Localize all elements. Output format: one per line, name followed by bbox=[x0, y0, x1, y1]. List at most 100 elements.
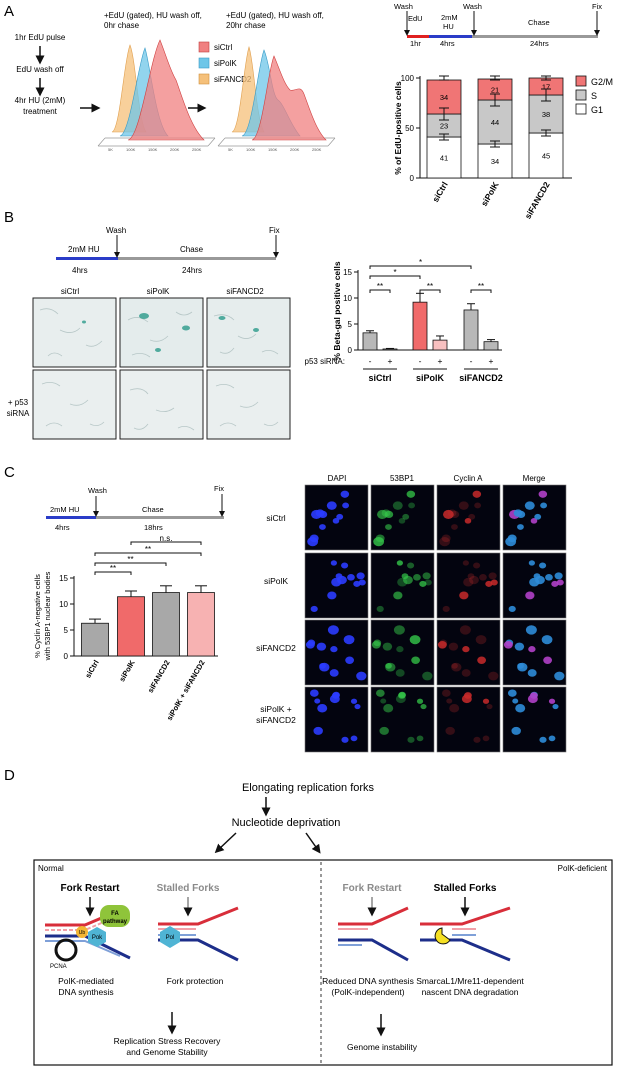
tl-c-treat: 2mM HU bbox=[50, 505, 80, 514]
if-nucleus bbox=[451, 663, 458, 669]
panel-c-letter: C bbox=[4, 464, 15, 481]
hist1-title-l2: 0hr chase bbox=[104, 21, 140, 30]
if-nucleus bbox=[406, 490, 416, 498]
chart-b-sig-label: ** bbox=[427, 282, 433, 291]
chart-b-sig-bracket bbox=[369, 275, 421, 279]
svg-text:Pol: Pol bbox=[166, 935, 175, 941]
if-nucleus bbox=[382, 642, 393, 651]
b-row-p53: + p53 bbox=[8, 398, 29, 407]
if-nucleus bbox=[376, 605, 384, 613]
chart-c-bar bbox=[81, 622, 109, 657]
if-nucleus bbox=[383, 704, 394, 713]
if-nucleus bbox=[511, 726, 521, 735]
if-nucleus bbox=[343, 635, 355, 645]
if-nucleus bbox=[451, 662, 462, 672]
chart-b-sig-label: * bbox=[419, 258, 422, 267]
chart-c-bar bbox=[187, 592, 215, 657]
if-nucleus bbox=[336, 513, 344, 520]
if-row-sifancd2: siFANCD2 bbox=[256, 643, 296, 653]
if-nucleus bbox=[512, 698, 519, 704]
panel-d-header: Elongating replication forks Nucleotide … bbox=[232, 782, 375, 829]
chart-b-p53-sign: + bbox=[438, 356, 443, 366]
chart-c-sig-bracket bbox=[130, 541, 202, 545]
chart-c-bar bbox=[117, 596, 145, 657]
d-fa-1: FA bbox=[111, 911, 119, 917]
chart-b-p53-sign: - bbox=[369, 356, 372, 366]
panel-b-chart: 0 5 10 15% Beta-gal positive cells - + - + - + p53… bbox=[305, 258, 503, 383]
d-c1-l2: DNA synthesis bbox=[58, 987, 113, 997]
if-nucleus bbox=[408, 502, 416, 509]
if-nucleus bbox=[442, 605, 450, 613]
if-nucleus bbox=[350, 735, 358, 742]
chart-a-bar-G1 bbox=[426, 136, 462, 179]
if-nucleus bbox=[398, 518, 406, 524]
if-nucleus bbox=[393, 625, 405, 635]
b-row-sirna: siRNA bbox=[7, 409, 30, 418]
if-nucleus bbox=[527, 669, 537, 677]
if-nucleus bbox=[486, 703, 493, 710]
panel-b-col-labels: siCtrl siPolK siFANCD2 bbox=[61, 287, 264, 296]
chart-b-p53-sign: + bbox=[489, 356, 494, 366]
if-nucleus bbox=[327, 625, 339, 635]
if-nucleus bbox=[461, 669, 471, 677]
d-top: Elongating replication forks bbox=[242, 782, 375, 794]
if-nucleus bbox=[540, 502, 548, 509]
chart-b-sig-label: * bbox=[393, 268, 396, 277]
chart-a-legend-label: G2/M bbox=[591, 77, 613, 87]
chart-a-bar-label: 21 bbox=[491, 86, 499, 95]
d-col3-title: Fork Restart bbox=[343, 883, 403, 894]
hist-titles: +EdU (gated), HU wash off, 0hr chase +Ed… bbox=[104, 11, 324, 30]
if-nucleus bbox=[449, 704, 460, 713]
chart-b-bar bbox=[412, 301, 428, 351]
if-nucleus bbox=[448, 642, 459, 651]
chart-c-xtick-label: siCtrl bbox=[83, 659, 100, 680]
d-fa-2: pathway bbox=[103, 919, 128, 925]
if-nucleus bbox=[528, 646, 536, 653]
if-nucleus bbox=[420, 703, 427, 710]
svg-text:5K: 5K bbox=[228, 147, 233, 152]
tl-a-fix: Fix bbox=[592, 2, 602, 11]
chart-a-xtick-label: siFANCD2 bbox=[523, 180, 552, 221]
if-nucleus bbox=[317, 704, 328, 713]
if-nucleus bbox=[422, 572, 431, 580]
if-nucleus bbox=[358, 579, 366, 586]
if-nucleus bbox=[411, 656, 420, 664]
if-nucleus bbox=[462, 646, 470, 653]
chart-a-legend-swatch bbox=[575, 89, 587, 101]
legend-sipolk: siPolK bbox=[214, 59, 237, 68]
if-nucleus bbox=[397, 692, 406, 699]
tl-a-4hrs: 4hrs bbox=[440, 39, 455, 48]
if-row-sifancd2-b: siFANCD2 bbox=[256, 715, 296, 725]
tl-a-edu: EdU bbox=[408, 14, 423, 23]
step-3: 4hr HU (2mM) bbox=[15, 96, 66, 105]
if-nucleus bbox=[354, 703, 361, 710]
chart-a-ylabel: % of EdU-positive cells bbox=[393, 81, 403, 175]
panel-b-timeline: Wash Fix 2mM HU Chase 4hrs 24hrs bbox=[68, 226, 280, 275]
chart-a-ytick-label: 0 bbox=[410, 174, 415, 183]
panel-b-row-label: + p53 siRNA bbox=[7, 398, 30, 418]
tl-b-4hrs: 4hrs bbox=[72, 266, 88, 275]
svg-text:100K: 100K bbox=[126, 147, 136, 152]
d-right-outcome: Genome instability bbox=[347, 1042, 418, 1052]
d-ub: Ub bbox=[79, 930, 86, 936]
tl-a-2mm: 2mM bbox=[441, 13, 458, 22]
tl-a-1hr: 1hr bbox=[410, 39, 421, 48]
if-nucleus bbox=[529, 692, 538, 699]
d-normal: Normal bbox=[38, 864, 64, 873]
if-nucleus bbox=[319, 662, 330, 672]
chart-c-sig-bracket bbox=[94, 571, 132, 575]
chart-c-ytick-label: 15 bbox=[59, 574, 68, 583]
tl-a-edu-bar bbox=[407, 35, 429, 38]
if-nucleus bbox=[464, 518, 472, 524]
if-nucleus bbox=[331, 692, 340, 699]
tl-c-18hrs: 18hrs bbox=[144, 523, 163, 532]
d-deficient: PolK-deficient bbox=[558, 864, 608, 873]
svg-text:250K: 250K bbox=[192, 147, 202, 152]
if-nucleus bbox=[314, 698, 321, 704]
chart-a-ytick-label: 100 bbox=[401, 74, 415, 83]
if-nucleus bbox=[307, 537, 319, 547]
tl-b-chase-bar bbox=[118, 257, 276, 260]
svg-text:150K: 150K bbox=[148, 147, 158, 152]
fork-restart-deficient bbox=[338, 906, 409, 962]
if-nucleus bbox=[485, 580, 493, 587]
